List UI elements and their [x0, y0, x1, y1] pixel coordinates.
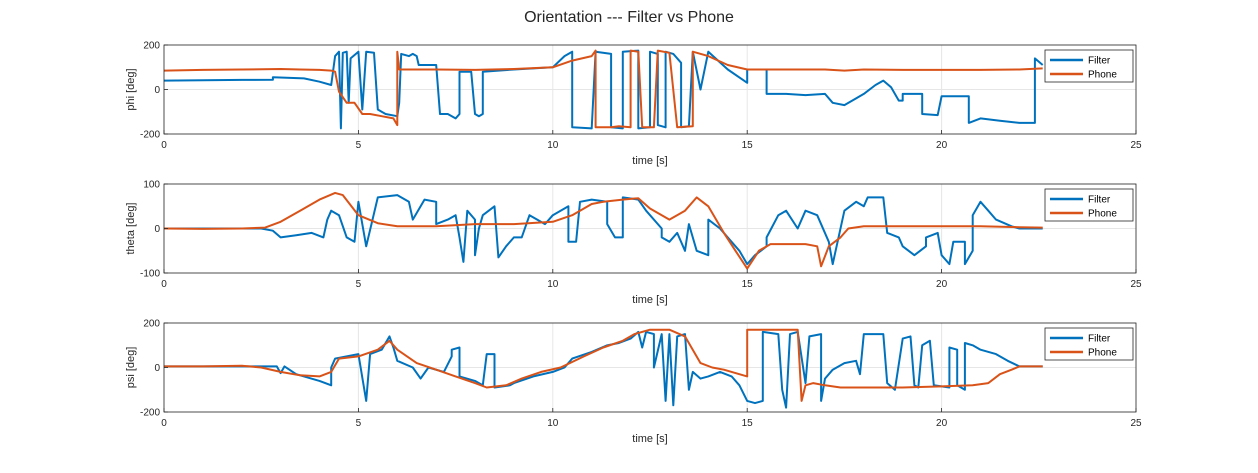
x-tick: 25 [1130, 269, 1142, 290]
legend-box [1044, 49, 1134, 83]
y-tick-label: 0 [154, 224, 160, 235]
y-tick-label: 100 [143, 180, 160, 191]
legend: Filter Phone [1044, 49, 1134, 83]
x-tick: 5 [356, 408, 362, 429]
y-tick: -200 [140, 130, 168, 141]
y-tick: 0 [154, 224, 168, 235]
y-tick: 0 [154, 85, 168, 96]
x-tick-label: 10 [547, 140, 559, 151]
series-filter-line [164, 194, 1043, 266]
x-tick-label: 5 [356, 140, 362, 151]
y-tick-label: -100 [140, 269, 160, 280]
x-tick-label: 25 [1130, 418, 1142, 429]
y-tick: 0 [154, 363, 168, 374]
legend: Filter Phone [1044, 188, 1134, 222]
x-axis-label: time [s] [632, 433, 667, 445]
x-tick: 0 [161, 130, 167, 151]
y-tick-label: -200 [140, 408, 160, 419]
x-tick-label: 25 [1130, 279, 1142, 290]
x-tick-label: 0 [161, 279, 167, 290]
x-tick-label: 0 [161, 140, 167, 151]
legend-label-filter: Filter [1088, 334, 1111, 345]
figure-title: Orientation --- Filter vs Phone [524, 9, 734, 26]
legend-label-phone: Phone [1088, 70, 1117, 81]
legend-label-phone: Phone [1088, 348, 1117, 359]
x-tick-label: 5 [356, 418, 362, 429]
y-tick: -200 [140, 408, 168, 419]
x-tick: 5 [356, 130, 362, 151]
x-tick: 10 [547, 130, 559, 151]
y-tick: 100 [143, 180, 168, 191]
x-tick: 20 [936, 130, 948, 151]
y-tick-label: 0 [154, 85, 160, 96]
x-tick-label: 25 [1130, 140, 1142, 151]
series-phone-line [164, 191, 1043, 270]
x-tick-label: 15 [742, 140, 754, 151]
x-tick: 20 [936, 408, 948, 429]
x-tick-label: 5 [356, 279, 362, 290]
legend-label-filter: Filter [1088, 56, 1111, 67]
x-tick-label: 0 [161, 418, 167, 429]
x-tick-label: 15 [742, 279, 754, 290]
legend: Filter Phone [1044, 327, 1134, 361]
x-tick: 20 [936, 269, 948, 290]
x-tick-label: 20 [936, 140, 948, 151]
y-tick-label: -200 [140, 130, 160, 141]
x-tick: 15 [742, 269, 754, 290]
x-tick: 10 [547, 269, 559, 290]
x-axis-label: time [s] [632, 155, 667, 167]
x-tick-label: 10 [547, 279, 559, 290]
series-phone-line [164, 328, 1043, 402]
legend-box [1044, 327, 1134, 361]
y-tick-label: 200 [143, 319, 160, 330]
series-phone-line [164, 49, 1043, 129]
x-axis-label: time [s] [632, 294, 667, 306]
x-tick-label: 20 [936, 279, 948, 290]
x-tick: 5 [356, 269, 362, 290]
x-tick: 10 [547, 408, 559, 429]
y-tick: 200 [143, 41, 168, 52]
legend-label-filter: Filter [1088, 195, 1111, 206]
x-tick: 15 [742, 130, 754, 151]
x-tick: 25 [1130, 408, 1142, 429]
x-tick: 25 [1130, 130, 1142, 151]
x-tick: 15 [742, 408, 754, 429]
x-tick-label: 20 [936, 418, 948, 429]
y-tick: -100 [140, 269, 168, 280]
y-tick-label: 0 [154, 363, 160, 374]
y-tick: 200 [143, 319, 168, 330]
x-tick: 0 [161, 408, 167, 429]
x-tick: 0 [161, 269, 167, 290]
y-tick-label: 200 [143, 41, 160, 52]
legend-box [1044, 188, 1134, 222]
x-tick-label: 10 [547, 418, 559, 429]
series-filter-line [164, 330, 1043, 409]
legend-label-phone: Phone [1088, 209, 1117, 220]
y-axis-label: phi [deg] [125, 68, 137, 110]
y-axis-label: psi [deg] [125, 347, 137, 389]
x-tick-label: 15 [742, 418, 754, 429]
y-axis-label: theta [deg] [125, 203, 137, 255]
